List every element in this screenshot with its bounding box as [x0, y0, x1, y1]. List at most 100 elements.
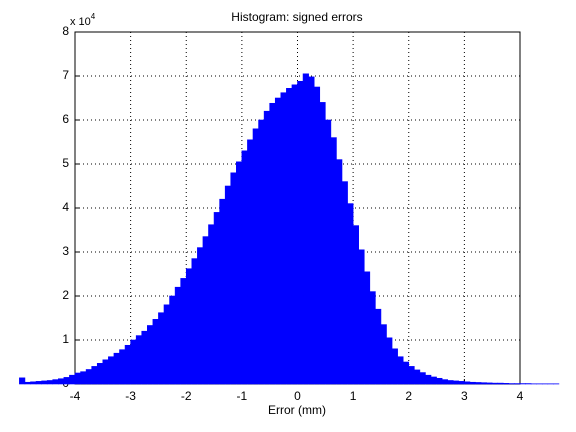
bar [291, 84, 298, 385]
x-tick-label: -4 [70, 389, 81, 403]
bar [480, 382, 487, 385]
bar [163, 304, 170, 385]
bar [325, 119, 332, 385]
x-tick-label: 1 [350, 389, 357, 403]
bar [130, 339, 137, 385]
y-tick-label: 2 [62, 288, 69, 302]
bar [297, 80, 304, 385]
bar [386, 337, 393, 385]
x-tick-label: 4 [517, 389, 524, 403]
bar [24, 381, 31, 385]
bar [108, 356, 115, 385]
bar [414, 369, 421, 385]
y-tick-label: 7 [62, 68, 69, 82]
bar [458, 381, 465, 385]
bar [197, 247, 204, 385]
y-multiplier: x 104 [70, 12, 96, 28]
bar [464, 381, 471, 385]
bar [313, 86, 321, 385]
bar [74, 372, 81, 385]
bar [302, 73, 309, 385]
bar [185, 268, 193, 385]
x-tick-label: -2 [181, 389, 192, 403]
x-tick-label: 0 [294, 389, 301, 403]
bar [391, 348, 398, 385]
bar [503, 383, 510, 385]
bar [124, 344, 131, 385]
bar [308, 76, 315, 385]
y-tick-label: 5 [62, 156, 69, 170]
bar [141, 330, 148, 385]
bar [19, 377, 26, 385]
bar [247, 139, 254, 385]
bar [191, 258, 198, 385]
bar [30, 381, 37, 385]
bar [135, 335, 143, 385]
bar [402, 361, 410, 385]
bar [486, 382, 493, 385]
bar [46, 380, 54, 385]
x-tick-label: -3 [125, 389, 136, 403]
bar [202, 236, 209, 385]
x-tick-label: 2 [405, 389, 412, 403]
bar [35, 381, 42, 385]
bar [152, 319, 159, 385]
bar [258, 119, 265, 385]
bar [63, 377, 70, 385]
bar [436, 377, 443, 385]
bar [169, 295, 176, 385]
bar [447, 380, 454, 385]
bar [375, 308, 382, 385]
bar [452, 380, 460, 385]
bar [80, 371, 87, 385]
bar [363, 271, 371, 385]
bar [425, 374, 432, 385]
bar [336, 159, 343, 385]
bar [358, 249, 365, 385]
bar [69, 374, 76, 385]
y-tick-label: 1 [62, 332, 69, 346]
bar [252, 128, 259, 385]
y-tick-label: 4 [62, 200, 69, 214]
bar [119, 349, 126, 385]
bar [341, 181, 348, 385]
bar [58, 378, 65, 385]
bar [430, 376, 437, 385]
y-tick-label: 3 [62, 244, 69, 258]
chart-title: Histogram: signed errors [231, 10, 362, 24]
bar [52, 379, 59, 385]
bar [475, 382, 482, 385]
bar [369, 291, 376, 385]
bar [241, 150, 248, 385]
bar [347, 203, 354, 385]
bar [102, 359, 109, 385]
bar [280, 92, 287, 385]
bar [469, 381, 476, 385]
bar [269, 102, 276, 385]
bar [408, 366, 415, 385]
bar [230, 172, 237, 385]
bar [41, 380, 48, 385]
bar [274, 97, 282, 385]
bar [158, 312, 165, 385]
bar [180, 278, 187, 385]
bar [208, 224, 215, 385]
x-tick-label: -1 [237, 389, 248, 403]
multiplier-base: x 10 [70, 16, 91, 28]
bar [147, 325, 154, 385]
bar [96, 363, 104, 385]
bar [352, 225, 359, 385]
bar [91, 366, 98, 385]
x-tick-label: 3 [461, 389, 468, 403]
bar [236, 161, 243, 385]
bar [224, 185, 232, 385]
bar [330, 137, 337, 385]
y-tick-label: 8 [62, 24, 69, 38]
bar [213, 212, 220, 385]
multiplier-exponent: 4 [91, 12, 96, 21]
bar [497, 382, 504, 385]
x-axis-label: Error (mm) [268, 403, 326, 417]
bar [174, 286, 181, 385]
bar [319, 102, 326, 385]
